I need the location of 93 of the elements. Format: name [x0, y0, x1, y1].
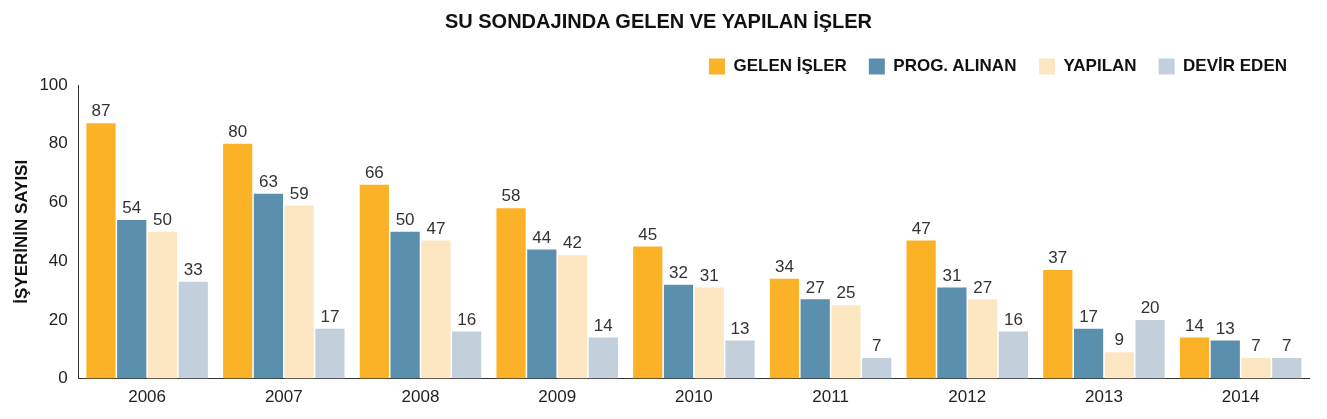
- data-label: 45: [638, 224, 658, 244]
- bar: [527, 249, 557, 379]
- data-label: 58: [501, 186, 521, 206]
- x-tick-label: 2009: [538, 387, 577, 407]
- x-tick-label: 2012: [948, 387, 987, 407]
- data-label: 47: [911, 218, 931, 238]
- bar: [86, 123, 116, 379]
- bar: [284, 205, 314, 379]
- x-tick-label: 2014: [1221, 387, 1260, 407]
- data-label: 44: [532, 227, 552, 247]
- data-label: 7: [871, 336, 882, 356]
- data-label: 50: [153, 209, 172, 229]
- data-label: 37: [1048, 248, 1068, 268]
- bar: [1043, 269, 1073, 379]
- data-label: 32: [669, 262, 688, 282]
- data-label: 14: [1185, 315, 1204, 335]
- data-label: 34: [774, 256, 794, 276]
- bar: [223, 143, 253, 379]
- bar: [117, 220, 147, 379]
- x-tick-label: 2008: [401, 387, 440, 407]
- bar: [1104, 352, 1134, 379]
- data-label: 13: [730, 318, 750, 338]
- bar: [1073, 328, 1104, 379]
- data-label: 31: [942, 265, 962, 285]
- bar: [663, 284, 694, 379]
- bar: [862, 358, 892, 379]
- data-label: 7: [1251, 336, 1261, 356]
- bar: [906, 240, 936, 379]
- x-tick-label: 2007: [264, 387, 303, 407]
- data-label: 13: [1215, 318, 1235, 338]
- bar: [968, 299, 998, 379]
- data-label: 47: [426, 218, 446, 238]
- data-label: 25: [836, 283, 856, 303]
- bar: [1210, 340, 1240, 379]
- bar: [937, 287, 967, 379]
- x-tick-label: 2013: [1085, 387, 1123, 407]
- data-label: 27: [973, 277, 993, 297]
- y-tick-label: 100: [39, 74, 68, 94]
- data-label: 59: [289, 183, 309, 203]
- data-label: 17: [320, 306, 340, 326]
- legend-label: PROG. ALINAN: [893, 56, 1017, 76]
- data-label: 87: [91, 101, 111, 121]
- bar: [390, 231, 420, 379]
- data-label: 66: [364, 163, 384, 183]
- bar: [421, 240, 451, 379]
- data-label: 17: [1079, 306, 1099, 326]
- y-tick-label: 20: [48, 309, 68, 329]
- data-label: 14: [593, 315, 613, 335]
- bar: [694, 287, 724, 379]
- data-label: 27: [805, 277, 825, 297]
- x-tick-label: 2011: [812, 387, 849, 407]
- bar: [588, 337, 618, 379]
- data-label: 7: [1282, 336, 1292, 356]
- bar: [253, 193, 284, 379]
- bar: [1179, 337, 1210, 379]
- bar: [359, 184, 389, 379]
- bar: [1241, 358, 1271, 379]
- legend-label: GELEN İŞLER: [733, 56, 847, 76]
- bar: [725, 340, 755, 379]
- data-label: 16: [457, 309, 477, 329]
- y-tick-label: 60: [48, 192, 68, 212]
- data-label: 16: [1003, 309, 1023, 329]
- legend-label: YAPILAN: [1063, 56, 1137, 76]
- bar: [496, 208, 526, 379]
- y-tick-label: 80: [48, 133, 68, 153]
- bar: [831, 305, 861, 379]
- data-label: 80: [228, 121, 248, 141]
- y-tick-label: 0: [58, 368, 68, 388]
- bar: [1135, 319, 1165, 379]
- bar: [452, 331, 482, 379]
- bar: [147, 231, 178, 379]
- data-label: 54: [122, 198, 142, 218]
- data-label: 20: [1140, 298, 1160, 318]
- bar: [998, 331, 1029, 379]
- legend-label: DEVİR EDEN: [1183, 56, 1288, 76]
- chart-title: SU SONDAJINDA GELEN VE YAPILAN İŞLER: [444, 9, 873, 32]
- data-label: 63: [258, 171, 278, 191]
- data-label: 31: [699, 265, 719, 285]
- data-label: 33: [183, 259, 203, 279]
- data-label: 42: [563, 233, 583, 253]
- bar: [633, 246, 663, 379]
- bar: [800, 299, 830, 379]
- bar: [769, 278, 800, 379]
- y-tick-label: 40: [48, 250, 68, 270]
- bar: [315, 328, 345, 379]
- bar: [1272, 358, 1302, 379]
- x-tick-label: 2010: [674, 387, 713, 407]
- bar: [178, 281, 208, 379]
- y-axis-title: İŞYERİNİN SAYISI: [11, 159, 31, 304]
- bar: [557, 255, 588, 379]
- x-tick-label: 2006: [128, 387, 167, 407]
- data-label: 50: [395, 209, 415, 229]
- data-label: 9: [1114, 330, 1125, 350]
